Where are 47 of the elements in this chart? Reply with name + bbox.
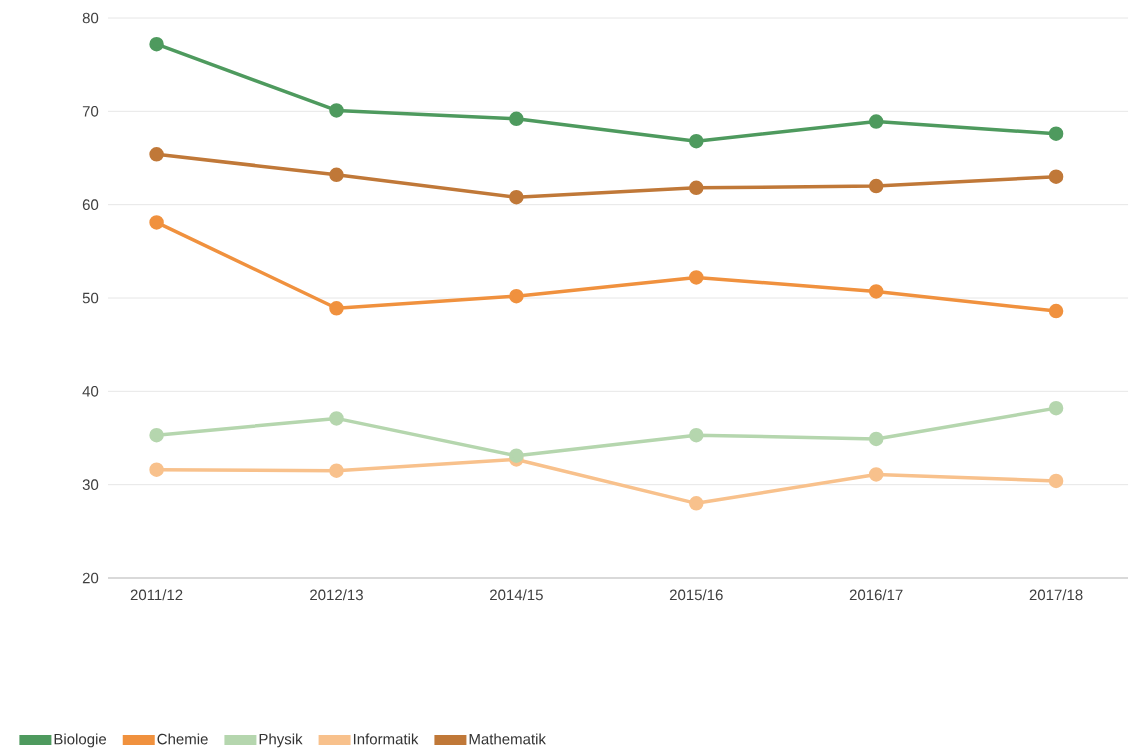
point bbox=[509, 448, 524, 463]
x-tick-label: 2016/17 bbox=[849, 589, 903, 601]
legend-label: Informatik bbox=[353, 733, 419, 745]
point bbox=[868, 178, 884, 194]
point bbox=[689, 270, 704, 285]
y-tick-label: 20 bbox=[82, 572, 99, 584]
point bbox=[868, 284, 884, 299]
point bbox=[1048, 303, 1064, 319]
point bbox=[689, 180, 704, 196]
point bbox=[329, 463, 344, 478]
point bbox=[1048, 126, 1064, 141]
legend-label: Chemie bbox=[157, 733, 208, 745]
point bbox=[509, 111, 524, 127]
x-tick-label: 2012/13 bbox=[310, 589, 363, 601]
point bbox=[689, 133, 704, 149]
legend-label: Physik bbox=[259, 733, 303, 748]
point bbox=[329, 411, 344, 426]
y-tick-label: 50 bbox=[82, 292, 99, 304]
y-tick-label: 30 bbox=[82, 479, 99, 490]
point bbox=[868, 467, 884, 482]
point bbox=[689, 496, 704, 511]
point bbox=[868, 114, 884, 129]
legend-label: Biologie bbox=[54, 733, 107, 748]
point bbox=[1048, 400, 1064, 416]
point bbox=[149, 427, 164, 443]
point bbox=[1048, 169, 1064, 184]
point bbox=[509, 288, 524, 304]
point bbox=[1048, 473, 1064, 489]
x-tick-label: 2014/15 bbox=[490, 589, 543, 601]
point bbox=[509, 189, 524, 205]
y-tick-label: 40 bbox=[82, 386, 99, 397]
y-tick-label: 70 bbox=[82, 106, 99, 117]
point bbox=[329, 301, 344, 316]
legend-label: Mathematik bbox=[469, 733, 546, 745]
point bbox=[329, 103, 344, 118]
x-tick-label: 2017/18 bbox=[1029, 589, 1083, 601]
point bbox=[329, 167, 344, 183]
point bbox=[689, 427, 704, 443]
point bbox=[868, 431, 884, 447]
point bbox=[149, 36, 164, 52]
point bbox=[149, 147, 164, 162]
x-tick-label: 2015/16 bbox=[669, 589, 723, 601]
x-tick-label: 2011/12 bbox=[130, 589, 183, 601]
y-tick-label: 80 bbox=[82, 12, 99, 24]
point bbox=[149, 215, 164, 230]
y-tick-label: 60 bbox=[82, 199, 99, 210]
point bbox=[149, 462, 164, 477]
